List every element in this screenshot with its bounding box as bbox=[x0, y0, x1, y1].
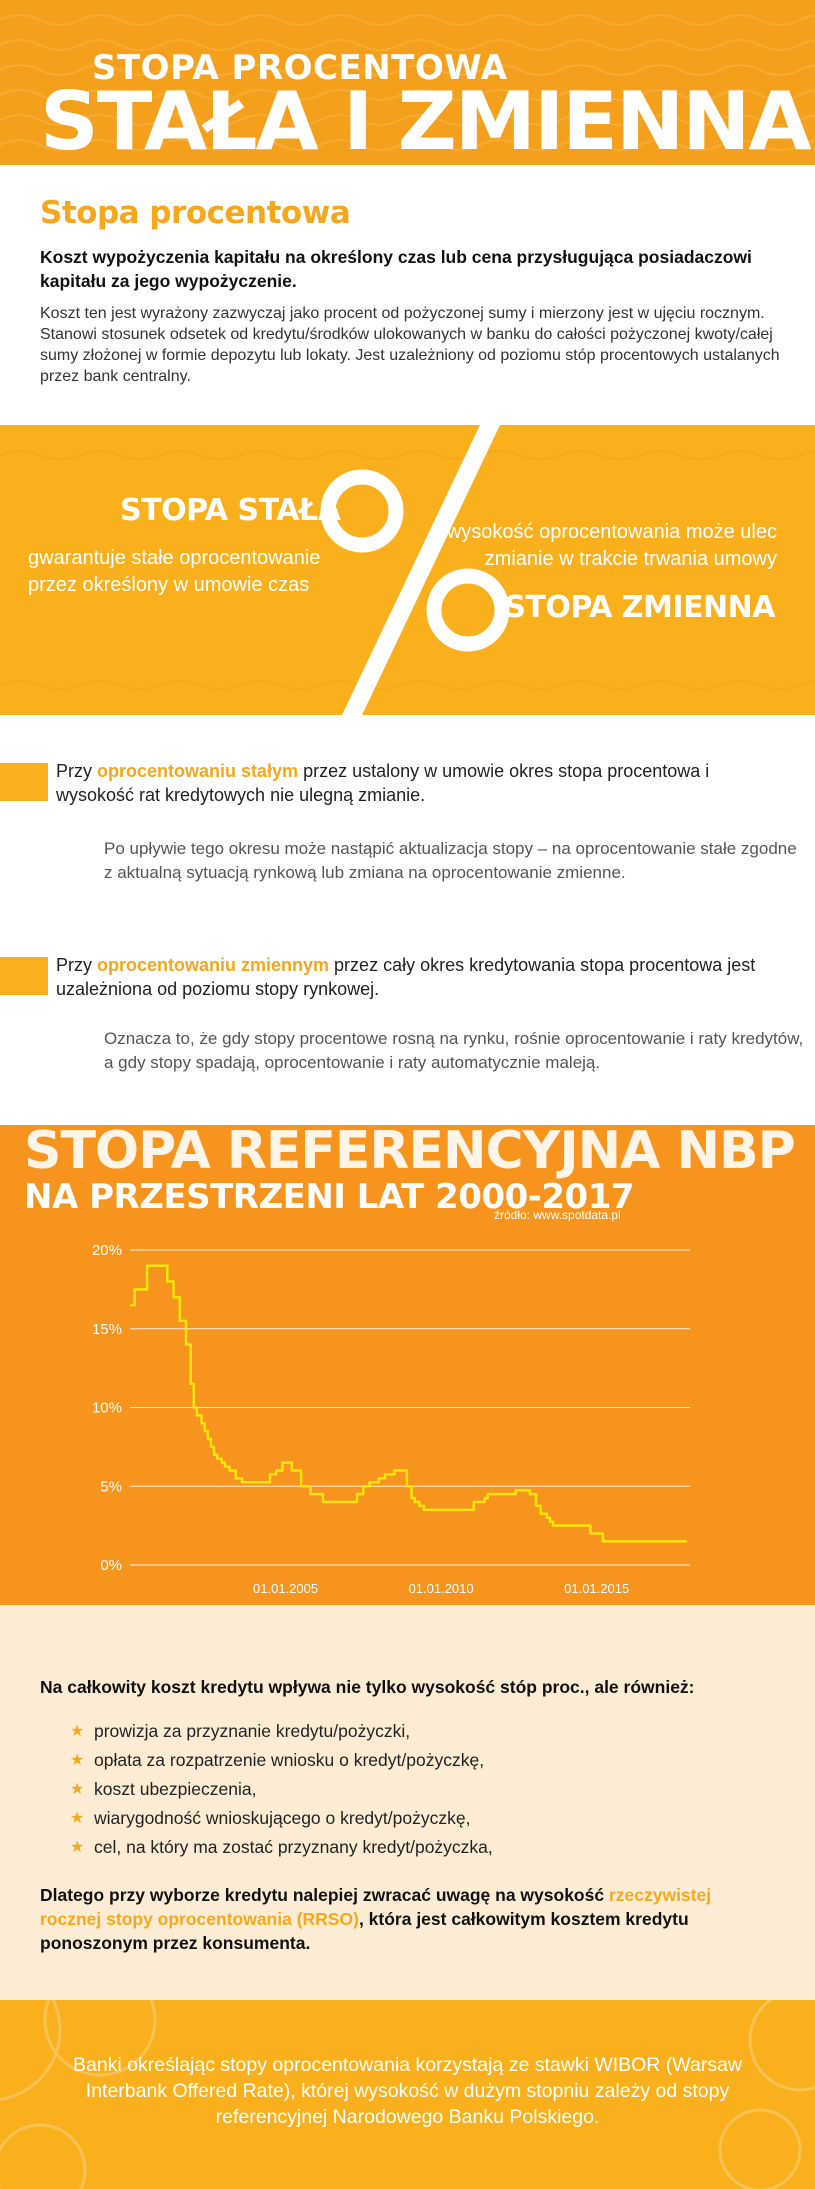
y-tick-label: 5% bbox=[100, 1478, 122, 1495]
chart-subtitle: NA PRZESTRZENI LAT 2000-2017 bbox=[24, 1177, 635, 1217]
chart-title: STOPA REFERENCYJNA NBP bbox=[24, 1125, 796, 1181]
chart-plot: 0% 5% 10% 15% 20% 01.01.2005 01.01.2010 01.01.2… bbox=[92, 1242, 690, 1596]
intro-lead: Koszt wypożyczenia kapitału na określony… bbox=[40, 247, 752, 291]
fixed-highlight: oprocentowaniu stałym bbox=[97, 761, 299, 781]
header-subtitle: STOPA PROCENTOWA bbox=[92, 48, 508, 88]
header: STOPA PROCENTOWA STAŁA I ZMIENNA bbox=[0, 0, 815, 165]
costs-item-text: opłata za rozpatrzenie wniosku o kredyt/… bbox=[94, 1750, 485, 1770]
star-icon: ★ bbox=[70, 1781, 85, 1798]
footer-circles-graphic bbox=[0, 2000, 815, 2189]
series-line-0 bbox=[130, 1264, 687, 1543]
costs-item-text: cel, na który ma zostać przyznany kredyt… bbox=[94, 1837, 493, 1857]
intro-body: Koszt ten jest wyrażony zazwyczaj jako p… bbox=[40, 305, 780, 385]
x-tick-label: 01.01.2010 bbox=[409, 1581, 474, 1596]
fixed-suffix: przez ustalony w umowie okres stopa proc… bbox=[56, 761, 710, 805]
x-tick-label: 01.01.2015 bbox=[564, 1581, 629, 1596]
percent-sign-graphic bbox=[0, 425, 815, 715]
conclusion-highlight: rzeczywistej rocznej stopy oprocentowani… bbox=[40, 1885, 712, 1929]
fixed-marker bbox=[0, 763, 48, 801]
costs-list-item: ★ opłata za rozpatrzenie wniosku o kredyt… bbox=[70, 1746, 493, 1775]
variable-rate-desc: wysokość oprocentowania może ulec zmiani… bbox=[446, 521, 777, 570]
fixed-paragraph: Przy oprocentowaniu stałym przez ustalon… bbox=[56, 759, 756, 807]
conclusion-prefix: Dlatego przy wyborze kredytu nalepiej zw… bbox=[40, 1885, 609, 1905]
costs-conclusion: Dlatego przy wyborze kredytu nalepiej zw… bbox=[40, 1883, 775, 1955]
variable-note: Oznacza to, że gdy stopy procentowe rosn… bbox=[104, 1029, 804, 1072]
y-tick-label: 20% bbox=[92, 1242, 122, 1259]
percent-circle-top bbox=[320, 469, 404, 553]
costs-list-item: ★ koszt ubezpieczenia, bbox=[70, 1775, 493, 1804]
x-tick-label: 01.01.2005 bbox=[253, 1581, 318, 1596]
chart-section: STOPA REFERENCYJNA NBP NA PRZESTRZENI LA… bbox=[0, 1125, 815, 1605]
y-tick-label: 10% bbox=[92, 1400, 122, 1417]
costs-item-text: koszt ubezpieczenia, bbox=[94, 1779, 257, 1799]
y-tick-label: 0% bbox=[100, 1557, 122, 1574]
variable-suffix: przez cały okres kredytowania stopa proc… bbox=[56, 955, 756, 999]
variable-rate-title: STOPA ZMIENNA bbox=[504, 590, 775, 625]
costs-item-text: wiarygodność wnioskującego o kredyt/poży… bbox=[94, 1808, 471, 1828]
star-icon: ★ bbox=[70, 1839, 85, 1856]
variable-marker bbox=[0, 957, 48, 995]
star-icon: ★ bbox=[70, 1752, 85, 1769]
intro-section: Stopa procentowa Koszt wypożyczenia kapi… bbox=[0, 165, 815, 425]
costs-section: Na całkowity koszt kredytu wpływa nie ty… bbox=[0, 1605, 815, 2000]
conclusion-suffix: , która jest całkowitym kosztem kredytu … bbox=[40, 1909, 689, 1953]
percent-circle-bottom bbox=[426, 568, 510, 652]
fixed-rate-desc: gwarantuje stałe oprocentowanie przez ok… bbox=[28, 547, 321, 596]
variable-highlight: oprocentowaniu zmiennym bbox=[97, 955, 330, 975]
costs-list-item: ★ prowizja za przyznanie kredytu/pożyczki… bbox=[70, 1717, 493, 1746]
costs-list: ★ prowizja za przyznanie kredytu/pożyczki… bbox=[70, 1717, 493, 1862]
star-icon: ★ bbox=[70, 1810, 85, 1827]
fixed-rate-title: STOPA STAŁA bbox=[120, 493, 341, 528]
variable-prefix: Przy bbox=[56, 955, 98, 975]
fixed-prefix: Przy bbox=[56, 761, 98, 781]
costs-list-item: ★ wiarygodność wnioskującego o kredyt/poż… bbox=[70, 1804, 493, 1833]
fixed-note: Po upływie tego okresu może nastąpić akt… bbox=[104, 839, 797, 882]
footer: Banki określając stopy oprocentowania ko… bbox=[0, 2000, 815, 2189]
header-wave-pattern bbox=[0, 14, 815, 151]
footer-text: Banki określając stopy oprocentowania ko… bbox=[72, 2054, 743, 2128]
costs-list-item: ★ cel, na który ma zostać przyznany kredy… bbox=[70, 1833, 493, 1862]
star-icon: ★ bbox=[70, 1723, 85, 1740]
y-tick-label: 15% bbox=[92, 1321, 122, 1338]
rate-types-band: STOPA STAŁA gwarantuje stałe oprocentowa… bbox=[0, 425, 815, 715]
details-section: Przy oprocentowaniu stałym przez ustalon… bbox=[0, 715, 815, 1125]
header-title: STAŁA I ZMIENNA bbox=[40, 75, 812, 165]
costs-lead: Na całkowity koszt kredytu wpływa nie ty… bbox=[40, 1677, 695, 1697]
variable-paragraph: Przy oprocentowaniu zmiennym przez cały … bbox=[56, 953, 756, 1001]
percent-slash bbox=[342, 425, 500, 715]
costs-item-text: prowizja za przyznanie kredytu/pożyczki, bbox=[94, 1721, 411, 1741]
intro-title: Stopa procentowa bbox=[40, 195, 351, 231]
chart-source: źródło: www.spotdata.pl bbox=[494, 1208, 621, 1222]
